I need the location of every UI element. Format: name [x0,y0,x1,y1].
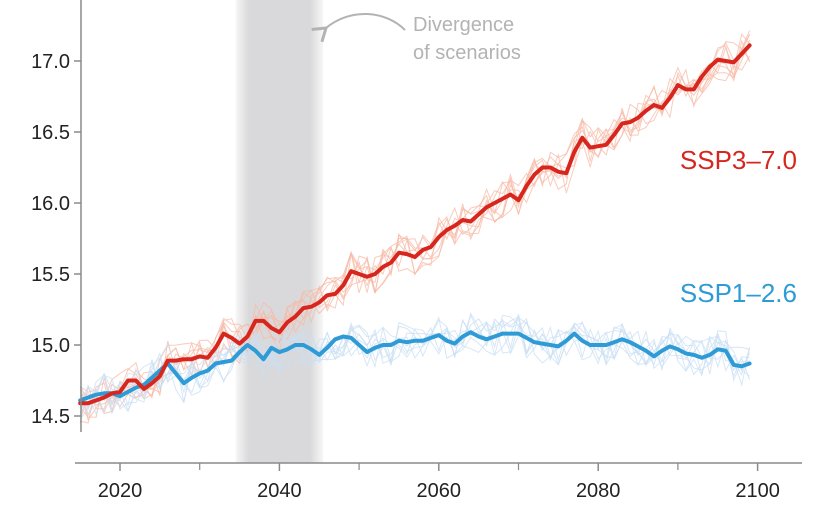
y-tick-label: 17.5 [31,0,70,2]
ensemble-line-ssp3 [79,33,750,421]
series-label-ssp1: SSP1–2.6 [680,278,797,308]
ensemble-line-ssp1 [79,316,750,409]
ensemble-line-ssp1 [79,313,750,411]
y-tick-label: 14.5 [31,406,70,428]
y-axis-ticks: 14.5 15.0 15.5 16.0 16.5 17.0 17.5 [31,0,81,428]
y-tick-label: 16.0 [31,193,70,215]
ensemble-line-ssp1 [79,315,751,411]
x-tick-label: 2080 [576,480,621,502]
ensemble-line-ssp3 [80,47,751,414]
y-tick-label: 17.0 [31,51,70,73]
x-tick-label: 2020 [98,480,143,502]
ensemble-line-ssp1 [79,313,751,416]
y-tick-label: 15.0 [31,335,70,357]
x-axis-ticks: 2020 2040 2060 2080 2100 [98,463,780,502]
series-line-ssp1 [78,330,752,403]
x-tick-label: 2040 [257,480,302,502]
ensemble-line-ssp3 [79,34,751,402]
divergence-band [235,0,324,463]
y-tick-label: 15.5 [31,264,70,286]
ensemble-line-ssp1 [79,318,750,413]
series-label-ssp3: SSP3–7.0 [680,145,797,175]
scenario-lines [78,43,752,406]
annotation-line-1: Divergence [413,14,514,36]
series-line-ssp3 [78,43,752,406]
annotation-arrow-icon [311,13,406,43]
y-tick-label: 16.5 [31,122,70,144]
x-tick-label: 2100 [735,480,780,502]
x-tick-label: 2060 [417,480,462,502]
ensemble-members [79,30,751,424]
ensemble-line-ssp3 [79,33,751,408]
annotation-line-2: of scenarios [413,42,521,64]
